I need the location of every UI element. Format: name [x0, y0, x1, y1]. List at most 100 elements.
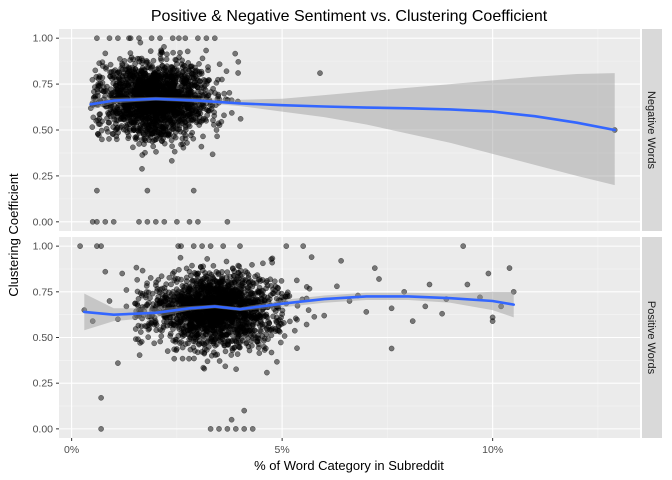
data-point: [254, 332, 261, 339]
data-point: [235, 58, 242, 65]
data-point: [196, 290, 202, 297]
data-point: [171, 82, 178, 89]
data-point: [218, 281, 225, 288]
points-1: [87, 35, 618, 225]
data-point: [460, 243, 467, 249]
data-point: [334, 283, 340, 290]
data-point: [181, 63, 188, 69]
data-point: [142, 121, 149, 128]
data-point: [193, 83, 200, 90]
data-point: [161, 218, 168, 225]
data-point: [163, 123, 170, 129]
data-point: [98, 394, 104, 401]
data-point: [96, 83, 103, 89]
data-point: [189, 262, 195, 269]
data-point: [178, 276, 184, 283]
data-point: [171, 148, 178, 155]
data-point: [94, 187, 100, 194]
data-point: [306, 285, 313, 292]
data-point: [283, 243, 290, 249]
data-point: [125, 135, 132, 142]
data-point: [102, 268, 109, 275]
data-point: [169, 270, 176, 277]
data-point: [95, 131, 101, 137]
data-point: [188, 116, 195, 123]
data-point: [102, 218, 109, 225]
data-point: [135, 295, 142, 302]
data-point: [222, 287, 229, 294]
data-point: [422, 303, 429, 310]
data-point: [251, 327, 258, 334]
data-point: [91, 88, 97, 95]
data-point: [158, 125, 165, 132]
data-point: [163, 68, 169, 74]
data-point: [177, 254, 184, 261]
facet-strip: [642, 29, 662, 231]
data-point: [146, 62, 153, 68]
data-point: [98, 426, 104, 432]
data-point: [108, 90, 115, 97]
data-point: [147, 84, 154, 91]
data-point: [132, 326, 139, 332]
data-point: [401, 288, 408, 295]
data-point: [160, 100, 166, 107]
data-point: [239, 271, 245, 278]
data-point: [269, 255, 276, 262]
data-point: [145, 115, 152, 122]
data-point: [107, 61, 114, 68]
y-axis-title: Clustering Coefficient: [6, 173, 21, 297]
data-point: [145, 299, 152, 306]
data-point: [264, 369, 270, 376]
data-point: [210, 295, 217, 301]
data-point: [151, 75, 157, 82]
data-point: [226, 89, 233, 96]
data-point: [94, 35, 100, 42]
y-tick-label: 0.75: [33, 286, 54, 298]
data-point: [166, 302, 172, 309]
data-point: [236, 281, 242, 288]
data-point: [207, 243, 214, 249]
data-point: [150, 119, 157, 126]
data-point: [92, 67, 99, 74]
data-point: [142, 149, 148, 156]
trend-line: [89, 97, 616, 132]
data-point: [293, 277, 300, 284]
data-point: [195, 102, 202, 108]
data-point: [195, 110, 202, 117]
data-point: [243, 340, 250, 347]
y-tick-label: 0.25: [33, 378, 54, 390]
data-point: [223, 68, 230, 75]
data-point: [203, 35, 210, 42]
data-point: [226, 299, 233, 305]
data-point: [194, 332, 201, 338]
data-point: [158, 47, 164, 54]
data-point: [162, 107, 169, 114]
data-point: [144, 218, 151, 225]
data-point: [211, 35, 218, 42]
data-point: [147, 275, 154, 281]
data-point: [126, 103, 133, 110]
data-point: [245, 287, 251, 294]
data-point: [228, 110, 235, 116]
data-point: [174, 218, 180, 225]
y-tick-label: 0.00: [33, 423, 54, 435]
data-point: [168, 64, 174, 70]
data-point: [186, 218, 193, 225]
data-point: [211, 109, 218, 116]
data-point: [197, 92, 203, 99]
data-point: [184, 48, 191, 55]
data-point: [388, 305, 395, 312]
data-point: [207, 321, 214, 328]
data-point: [179, 344, 186, 351]
data-point: [127, 92, 134, 98]
data-point: [136, 55, 143, 62]
data-point: [176, 266, 182, 273]
data-point: [122, 110, 128, 117]
data-point: [260, 260, 266, 267]
y-tick-label: 1.00: [33, 33, 54, 45]
data-point: [133, 264, 140, 271]
data-point: [189, 104, 196, 110]
data-point: [155, 294, 162, 300]
data-point: [134, 276, 141, 283]
data-point: [198, 143, 205, 150]
